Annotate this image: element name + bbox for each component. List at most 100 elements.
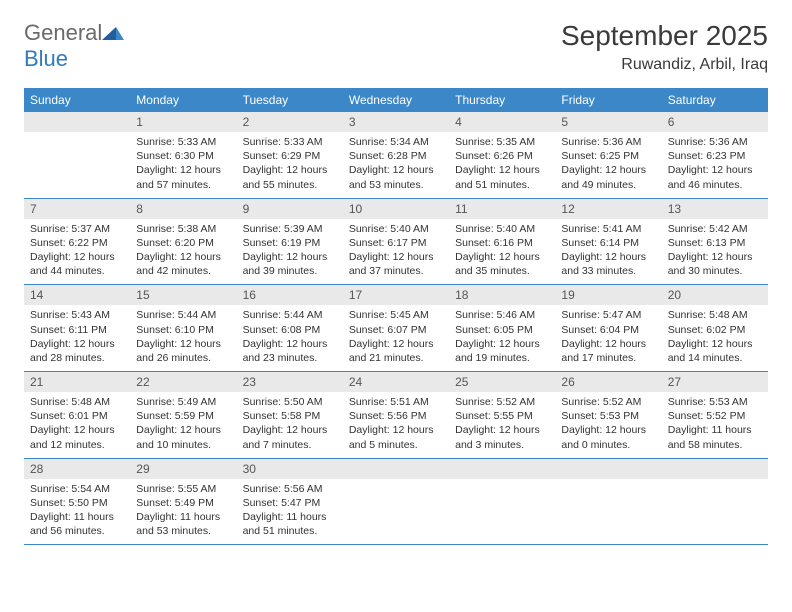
day-details: Sunrise: 5:37 AMSunset: 6:22 PMDaylight:… <box>24 219 130 285</box>
calendar-cell: 13Sunrise: 5:42 AMSunset: 6:13 PMDayligh… <box>662 198 768 285</box>
calendar-cell: 22Sunrise: 5:49 AMSunset: 5:59 PMDayligh… <box>130 372 236 459</box>
calendar-cell: 3Sunrise: 5:34 AMSunset: 6:28 PMDaylight… <box>343 112 449 198</box>
day-text-empty <box>343 479 449 527</box>
calendar-cell-empty <box>449 458 555 545</box>
calendar-cell: 17Sunrise: 5:45 AMSunset: 6:07 PMDayligh… <box>343 285 449 372</box>
calendar-cell: 15Sunrise: 5:44 AMSunset: 6:10 PMDayligh… <box>130 285 236 372</box>
day-details: Sunrise: 5:39 AMSunset: 6:19 PMDaylight:… <box>237 219 343 285</box>
day-number: 25 <box>449 372 555 392</box>
page-title: September 2025 <box>561 20 768 52</box>
day-number: 1 <box>130 112 236 132</box>
day-number: 17 <box>343 285 449 305</box>
day-number: 14 <box>24 285 130 305</box>
day-details: Sunrise: 5:50 AMSunset: 5:58 PMDaylight:… <box>237 392 343 458</box>
calendar-cell: 11Sunrise: 5:40 AMSunset: 6:16 PMDayligh… <box>449 198 555 285</box>
day-number: 2 <box>237 112 343 132</box>
calendar-cell: 1Sunrise: 5:33 AMSunset: 6:30 PMDaylight… <box>130 112 236 198</box>
day-number: 3 <box>343 112 449 132</box>
day-details: Sunrise: 5:43 AMSunset: 6:11 PMDaylight:… <box>24 305 130 371</box>
day-details: Sunrise: 5:44 AMSunset: 6:10 PMDaylight:… <box>130 305 236 371</box>
day-number-empty <box>555 459 661 479</box>
day-number: 24 <box>343 372 449 392</box>
day-details: Sunrise: 5:40 AMSunset: 6:16 PMDaylight:… <box>449 219 555 285</box>
calendar-cell-empty <box>662 458 768 545</box>
calendar-cell: 16Sunrise: 5:44 AMSunset: 6:08 PMDayligh… <box>237 285 343 372</box>
calendar-cell: 28Sunrise: 5:54 AMSunset: 5:50 PMDayligh… <box>24 458 130 545</box>
weekday-header: Friday <box>555 88 661 112</box>
day-number: 9 <box>237 199 343 219</box>
calendar-row: 7Sunrise: 5:37 AMSunset: 6:22 PMDaylight… <box>24 198 768 285</box>
calendar-cell: 14Sunrise: 5:43 AMSunset: 6:11 PMDayligh… <box>24 285 130 372</box>
calendar-cell: 5Sunrise: 5:36 AMSunset: 6:25 PMDaylight… <box>555 112 661 198</box>
day-details: Sunrise: 5:47 AMSunset: 6:04 PMDaylight:… <box>555 305 661 371</box>
day-number-empty <box>343 459 449 479</box>
day-details: Sunrise: 5:41 AMSunset: 6:14 PMDaylight:… <box>555 219 661 285</box>
day-details: Sunrise: 5:52 AMSunset: 5:53 PMDaylight:… <box>555 392 661 458</box>
day-number: 27 <box>662 372 768 392</box>
day-number: 23 <box>237 372 343 392</box>
day-details: Sunrise: 5:52 AMSunset: 5:55 PMDaylight:… <box>449 392 555 458</box>
day-number-empty <box>24 112 130 132</box>
day-details: Sunrise: 5:40 AMSunset: 6:17 PMDaylight:… <box>343 219 449 285</box>
day-number: 4 <box>449 112 555 132</box>
calendar-cell-empty <box>343 458 449 545</box>
calendar-cell-empty <box>555 458 661 545</box>
day-number: 12 <box>555 199 661 219</box>
triangle-icon <box>102 20 124 36</box>
day-number: 15 <box>130 285 236 305</box>
calendar-cell: 26Sunrise: 5:52 AMSunset: 5:53 PMDayligh… <box>555 372 661 459</box>
day-details: Sunrise: 5:33 AMSunset: 6:29 PMDaylight:… <box>237 132 343 198</box>
day-details: Sunrise: 5:48 AMSunset: 6:01 PMDaylight:… <box>24 392 130 458</box>
calendar-row: 21Sunrise: 5:48 AMSunset: 6:01 PMDayligh… <box>24 372 768 459</box>
calendar-cell: 29Sunrise: 5:55 AMSunset: 5:49 PMDayligh… <box>130 458 236 545</box>
day-details: Sunrise: 5:49 AMSunset: 5:59 PMDaylight:… <box>130 392 236 458</box>
day-details: Sunrise: 5:36 AMSunset: 6:25 PMDaylight:… <box>555 132 661 198</box>
weekday-header-row: SundayMondayTuesdayWednesdayThursdayFrid… <box>24 88 768 112</box>
calendar-cell: 18Sunrise: 5:46 AMSunset: 6:05 PMDayligh… <box>449 285 555 372</box>
calendar-cell: 4Sunrise: 5:35 AMSunset: 6:26 PMDaylight… <box>449 112 555 198</box>
calendar-body: 1Sunrise: 5:33 AMSunset: 6:30 PMDaylight… <box>24 112 768 545</box>
day-details: Sunrise: 5:46 AMSunset: 6:05 PMDaylight:… <box>449 305 555 371</box>
day-details: Sunrise: 5:33 AMSunset: 6:30 PMDaylight:… <box>130 132 236 198</box>
brand-part1: General <box>24 20 102 45</box>
day-details: Sunrise: 5:45 AMSunset: 6:07 PMDaylight:… <box>343 305 449 371</box>
day-number: 26 <box>555 372 661 392</box>
day-details: Sunrise: 5:44 AMSunset: 6:08 PMDaylight:… <box>237 305 343 371</box>
day-details: Sunrise: 5:38 AMSunset: 6:20 PMDaylight:… <box>130 219 236 285</box>
weekday-header: Wednesday <box>343 88 449 112</box>
brand-part2: Blue <box>24 46 68 71</box>
day-text-empty <box>662 479 768 527</box>
calendar-cell: 9Sunrise: 5:39 AMSunset: 6:19 PMDaylight… <box>237 198 343 285</box>
day-number: 5 <box>555 112 661 132</box>
day-number-empty <box>449 459 555 479</box>
calendar-cell: 6Sunrise: 5:36 AMSunset: 6:23 PMDaylight… <box>662 112 768 198</box>
brand-text: GeneralBlue <box>24 20 124 72</box>
day-number: 22 <box>130 372 236 392</box>
day-details: Sunrise: 5:35 AMSunset: 6:26 PMDaylight:… <box>449 132 555 198</box>
calendar-row: 28Sunrise: 5:54 AMSunset: 5:50 PMDayligh… <box>24 458 768 545</box>
day-details: Sunrise: 5:34 AMSunset: 6:28 PMDaylight:… <box>343 132 449 198</box>
calendar-cell: 30Sunrise: 5:56 AMSunset: 5:47 PMDayligh… <box>237 458 343 545</box>
location-text: Ruwandiz, Arbil, Iraq <box>561 56 768 74</box>
day-number: 10 <box>343 199 449 219</box>
calendar-cell: 21Sunrise: 5:48 AMSunset: 6:01 PMDayligh… <box>24 372 130 459</box>
day-number: 18 <box>449 285 555 305</box>
calendar-cell: 24Sunrise: 5:51 AMSunset: 5:56 PMDayligh… <box>343 372 449 459</box>
day-details: Sunrise: 5:53 AMSunset: 5:52 PMDaylight:… <box>662 392 768 458</box>
day-details: Sunrise: 5:56 AMSunset: 5:47 PMDaylight:… <box>237 479 343 545</box>
day-number: 11 <box>449 199 555 219</box>
calendar-cell: 8Sunrise: 5:38 AMSunset: 6:20 PMDaylight… <box>130 198 236 285</box>
day-text-empty <box>24 132 130 180</box>
calendar-cell: 19Sunrise: 5:47 AMSunset: 6:04 PMDayligh… <box>555 285 661 372</box>
calendar-row: 14Sunrise: 5:43 AMSunset: 6:11 PMDayligh… <box>24 285 768 372</box>
day-number: 7 <box>24 199 130 219</box>
calendar-cell: 20Sunrise: 5:48 AMSunset: 6:02 PMDayligh… <box>662 285 768 372</box>
day-details: Sunrise: 5:55 AMSunset: 5:49 PMDaylight:… <box>130 479 236 545</box>
weekday-header: Saturday <box>662 88 768 112</box>
calendar-cell: 10Sunrise: 5:40 AMSunset: 6:17 PMDayligh… <box>343 198 449 285</box>
day-details: Sunrise: 5:51 AMSunset: 5:56 PMDaylight:… <box>343 392 449 458</box>
day-text-empty <box>449 479 555 527</box>
day-details: Sunrise: 5:54 AMSunset: 5:50 PMDaylight:… <box>24 479 130 545</box>
day-number: 28 <box>24 459 130 479</box>
day-number: 30 <box>237 459 343 479</box>
